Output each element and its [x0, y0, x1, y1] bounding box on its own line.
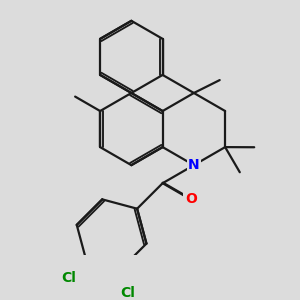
Text: Cl: Cl: [61, 271, 76, 285]
Text: Cl: Cl: [120, 286, 135, 300]
Text: N: N: [188, 158, 200, 172]
Text: O: O: [185, 192, 197, 206]
